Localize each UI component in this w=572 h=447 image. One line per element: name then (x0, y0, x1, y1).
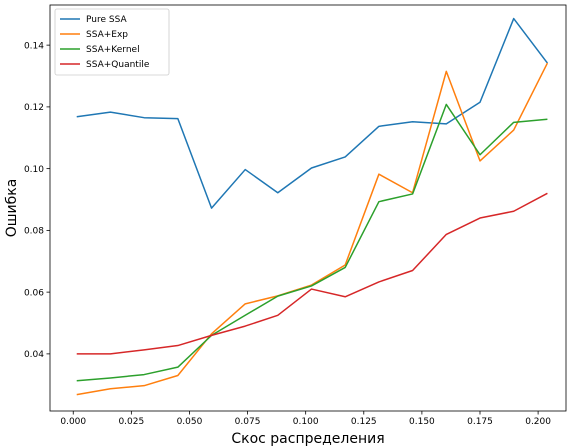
x-tick-label: 0.100 (293, 417, 319, 427)
x-tick-label: 0.200 (525, 417, 551, 427)
x-tick-label: 0.125 (351, 417, 377, 427)
series-line-1 (76, 62, 549, 396)
legend-label: Pure SSA (86, 15, 127, 25)
y-tick-label: 0.04 (24, 350, 44, 360)
y-tick-label: 0.08 (24, 227, 44, 237)
x-tick-label: 0.025 (118, 417, 144, 427)
y-tick-label: 0.14 (24, 41, 44, 51)
x-tick-label: 0.075 (235, 417, 261, 427)
x-axis-label: Скос распределения (231, 431, 384, 447)
series-line-0 (76, 17, 549, 209)
y-tick-label: 0.12 (24, 103, 44, 113)
series-line-2 (76, 103, 548, 382)
axes: 0.000 0.025 0.050 0.075 0.100 0.125 0.150 0.175… (24, 41, 551, 427)
legend-label: SSA+Exp (86, 30, 128, 40)
legend-label: SSA+Kernel (86, 45, 140, 55)
series-line-3 (76, 192, 548, 355)
legend-label: SSA+Quantile (86, 60, 150, 70)
y-tick-label: 0.10 (24, 165, 44, 175)
x-tick-label: 0.000 (60, 417, 86, 427)
x-tick-label: 0.050 (177, 417, 203, 427)
y-axis-label: Ошибка (4, 179, 20, 238)
legend: Pure SSA SSA+Exp SSA+Kernel SSA+Quantile (54, 8, 170, 76)
legend-box (54, 8, 170, 76)
y-tick-label: 0.06 (24, 288, 44, 298)
x-tick-label: 0.150 (409, 417, 435, 427)
series-lines (76, 17, 549, 396)
x-tick-label: 0.175 (467, 417, 493, 427)
